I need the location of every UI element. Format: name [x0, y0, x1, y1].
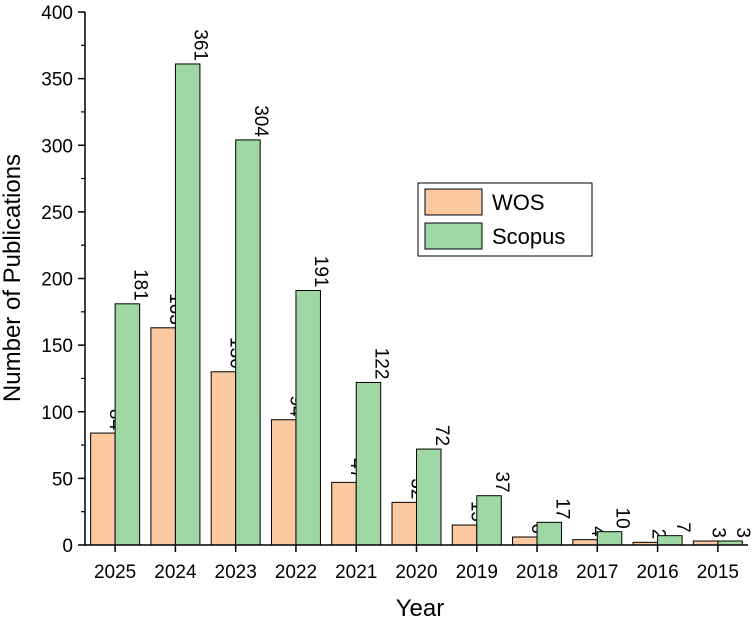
bar-wos-2019 [451, 524, 478, 546]
legend: WOS Scopus [417, 182, 593, 257]
bar-wos-2018 [512, 536, 538, 546]
data-label-scopus-2019: 37 [491, 472, 512, 493]
data-label-scopus-2017: 10 [612, 508, 633, 529]
bar-scopus-2023 [235, 139, 261, 546]
bar-scopus-2019 [476, 495, 502, 546]
data-label-scopus-2020: 72 [431, 425, 452, 446]
y-axis-title: Number of Publications [0, 154, 26, 402]
data-label-scopus-2023: 304 [250, 105, 271, 137]
plot-area: 8418116336113030494191471223272153761741… [90, 29, 753, 546]
bar-wos-2020 [391, 501, 417, 546]
data-label-wos-2016: 2 [647, 529, 668, 540]
y-tick-label-350: 350 [41, 70, 73, 91]
y-tick-label-400: 400 [41, 3, 73, 24]
bar-scopus-2020 [416, 448, 442, 546]
y-tick-label-0: 0 [62, 536, 73, 557]
x-tick-label-2020: 2020 [395, 562, 437, 583]
bar-scopus-2016 [657, 535, 683, 546]
x-tick-label-2019: 2019 [456, 562, 498, 583]
y-tick-label-250: 250 [41, 203, 73, 224]
bar-scopus-2017 [596, 531, 623, 546]
x-tick-label-2015: 2015 [697, 562, 739, 583]
data-label-scopus-2025: 181 [129, 269, 150, 301]
y-tick-label-150: 150 [41, 336, 73, 357]
data-label-scopus-2018: 17 [551, 498, 572, 519]
bar-wos-2025 [90, 432, 116, 546]
bar-scopus-2022 [295, 289, 321, 546]
y-tick-label-300: 300 [41, 136, 73, 157]
data-label-wos-2015: 3 [708, 527, 729, 538]
x-tick-label-2024: 2024 [154, 562, 197, 583]
x-tick-label-2025: 2025 [94, 562, 136, 583]
x-tick-label-2021: 2021 [335, 562, 377, 583]
y-tick-label-100: 100 [41, 403, 73, 424]
bar-wos-2017 [572, 539, 598, 546]
x-tick-label-2017: 2017 [576, 562, 618, 583]
y-tick-label-50: 50 [52, 469, 73, 490]
bar-wos-2024 [150, 327, 176, 546]
data-label-scopus-2015: 3 [732, 527, 753, 538]
data-label-scopus-2024: 361 [190, 29, 211, 61]
bar-scopus-2024 [174, 63, 201, 546]
x-tick-label-2022: 2022 [275, 562, 317, 583]
x-axis: 2025 2024 2023 2022 2021 2020 2019 2018 2017 2016… [85, 544, 748, 583]
bar-scopus-2025 [114, 303, 141, 546]
x-axis-title: Year [396, 595, 445, 622]
data-label-scopus-2021: 122 [370, 348, 391, 380]
legend-swatch-scopus [424, 222, 483, 250]
bar-wos-2022 [270, 419, 297, 546]
bar-scopus-2018 [536, 521, 563, 546]
legend-swatch-wos [424, 188, 483, 216]
x-tick-label-2016: 2016 [636, 562, 678, 583]
bar-wos-2021 [331, 481, 357, 546]
x-tick-label-2018: 2018 [516, 562, 558, 583]
legend-label-wos: WOS [492, 190, 545, 215]
bar-scopus-2021 [355, 381, 382, 546]
data-label-scopus-2016: 7 [672, 522, 693, 533]
y-tick-label-200: 200 [41, 270, 73, 291]
y-axis: 0 50 100 150 200 250 300 350 400 [41, 3, 86, 557]
legend-label-scopus: Scopus [492, 224, 565, 249]
x-tick-label-2023: 2023 [215, 562, 257, 583]
data-label-scopus-2022: 191 [310, 256, 331, 288]
bar-wos-2023 [210, 371, 237, 546]
